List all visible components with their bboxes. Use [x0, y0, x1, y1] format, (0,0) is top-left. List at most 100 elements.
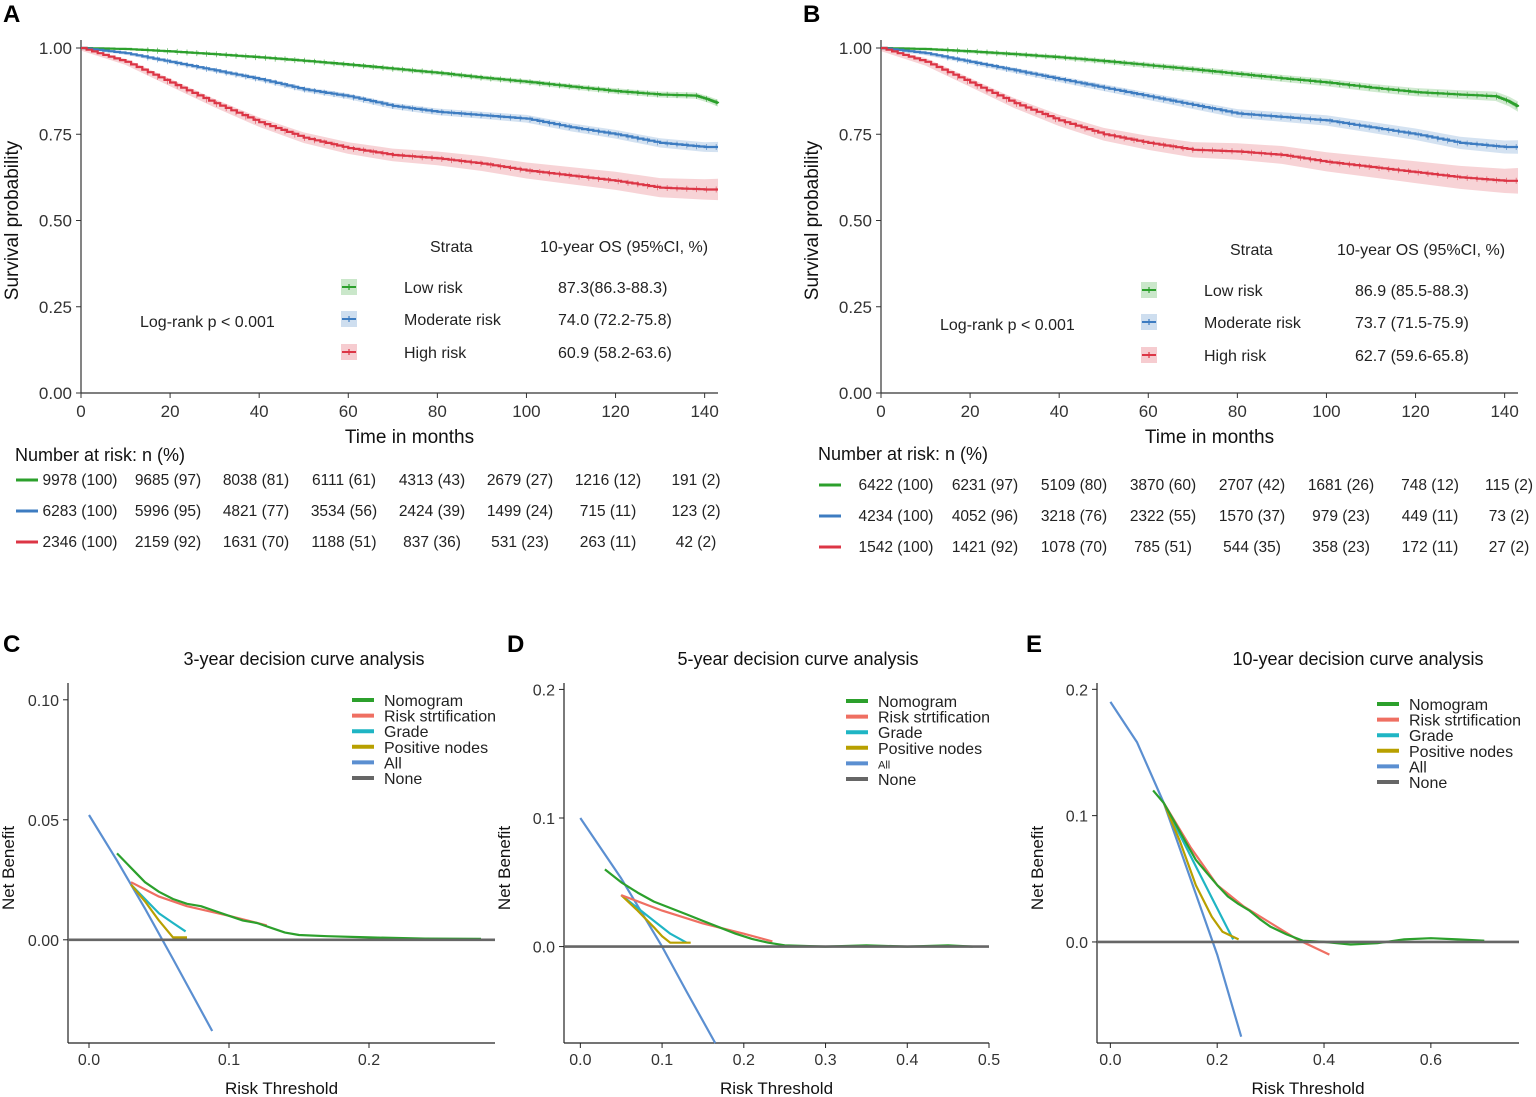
chart-title: 3-year decision curve analysis	[183, 649, 424, 669]
y-tick-label: 1.00	[39, 39, 72, 58]
x-axis-title: Risk Threshold	[1251, 1079, 1364, 1097]
risk-table-cell: 27 (2)	[1489, 539, 1530, 556]
ci-band-high-risk	[881, 48, 1518, 194]
km-curve-moderate-risk	[881, 46, 1518, 149]
x-tick-label: 0.0	[569, 1052, 591, 1069]
risk-table-cell: 1499 (24)	[487, 503, 553, 520]
x-tick-label: 40	[250, 402, 269, 421]
x-tick-label: 60	[339, 402, 358, 421]
risk-table-cell: 1188 (51)	[311, 534, 376, 551]
x-tick-label: 0.5	[978, 1052, 1000, 1069]
x-axis-title: Time in months	[1145, 427, 1274, 448]
chart-title: 5-year decision curve analysis	[677, 649, 918, 669]
y-tick-label: 0.25	[839, 298, 872, 317]
risk-table-cell: 172 (11)	[1402, 539, 1459, 556]
risk-table-cell: 73 (2)	[1489, 508, 1530, 525]
legend-label: Moderate risk	[1204, 315, 1302, 332]
legend-header-os: 10-year OS (95%CI, %)	[1337, 242, 1505, 259]
legend-label: Risk strtification	[384, 709, 496, 726]
km-curve-low-risk	[81, 46, 720, 104]
y-tick-label: 0.00	[28, 933, 59, 950]
x-tick-label: 0.1	[218, 1052, 240, 1069]
logrank-text: Log-rank p < 0.001	[940, 317, 1075, 334]
risk-table-cell: 4313 (43)	[399, 472, 465, 489]
risk-table-cell: 4234 (100)	[859, 508, 934, 525]
km-panel-A: A 0.00 0.25 0.50 0.75 1.00 0 20 40 60 80 100 120 140 T…	[2, 1, 721, 551]
risk-table-cell: 2424 (39)	[399, 503, 465, 520]
y-tick-label: 0.0	[533, 940, 555, 957]
risk-table-cell: 5109 (80)	[1041, 477, 1107, 494]
risk-table-cell: 5996 (95)	[135, 503, 201, 520]
y-tick-label: 0.2	[533, 682, 555, 699]
legend-label: Low risk	[1204, 283, 1264, 300]
legend-label: Nomogram	[1409, 697, 1488, 714]
risk-table-cell: 4052 (96)	[952, 508, 1018, 525]
risk-table-cell: 1216 (12)	[575, 472, 641, 489]
risk-table-cell: 123 (2)	[671, 503, 720, 520]
risk-table-cell: 544 (35)	[1223, 539, 1281, 556]
dca-curve-all	[1109, 701, 1243, 1038]
risk-table-cell: 9978 (100)	[43, 472, 118, 489]
km-panel-B: B 0.00 0.25 0.50 0.75 1.00 0 20 40 60 80 100 120 140 T…	[802, 1, 1533, 556]
risk-table-cell: 9685 (97)	[135, 472, 201, 489]
risk-table-cell: 2159 (92)	[135, 534, 201, 551]
y-axis-title: Net Benefit	[0, 826, 18, 910]
panel-label: E	[1026, 631, 1042, 658]
legend-label: Positive nodes	[1409, 744, 1513, 761]
risk-table-cell: 6283 (100)	[43, 503, 118, 520]
y-tick-label: 0.10	[28, 693, 59, 710]
dca-curve-nomogram	[1152, 789, 1485, 946]
legend-label: Moderate risk	[404, 312, 502, 329]
x-tick-label: 100	[1312, 402, 1340, 421]
risk-table-cell: 837 (36)	[403, 534, 461, 551]
legend-header-os: 10-year OS (95%CI, %)	[540, 239, 708, 256]
legend-label: Positive nodes	[878, 741, 982, 758]
risk-table-cell: 358 (23)	[1312, 539, 1370, 556]
risk-table-cell: 715 (11)	[580, 503, 637, 520]
legend-label: Low risk	[404, 280, 464, 297]
y-tick-label: 0.1	[533, 811, 555, 828]
dca-curve-grade	[620, 894, 688, 944]
x-tick-label: 60	[1139, 402, 1158, 421]
x-tick-label: 120	[601, 402, 629, 421]
dca-curve-all	[579, 817, 717, 1044]
x-tick-label: 0.2	[1206, 1052, 1228, 1069]
legend-label: High risk	[1204, 348, 1267, 365]
x-tick-label: 0.3	[814, 1052, 836, 1069]
legend-os-value: 86.9 (85.5-88.3)	[1355, 283, 1469, 300]
risk-table-cell: 3534 (56)	[311, 503, 377, 520]
risk-table-cell: 6422 (100)	[859, 477, 934, 494]
risk-table-cell: 1542 (100)	[859, 539, 934, 556]
risk-table-cell: 2346 (100)	[43, 534, 118, 551]
legend-label: Grade	[384, 724, 429, 741]
dca-curve-risk-strtification	[620, 894, 773, 943]
x-tick-label: 0.4	[1313, 1052, 1335, 1069]
dca-curve-nomogram	[116, 852, 482, 940]
legend-label: All	[1409, 759, 1427, 776]
risk-table-cell: 8038 (81)	[223, 472, 289, 489]
y-axis-title: Survival probability	[802, 140, 823, 300]
y-tick-label: 0.75	[839, 125, 872, 144]
x-axis-title: Time in months	[345, 427, 474, 448]
legend-os-value: 87.3(86.3-88.3)	[558, 280, 667, 297]
y-tick-label: 0.1	[1066, 809, 1088, 826]
legend-label: All	[384, 755, 402, 772]
risk-table-cell: 6111 (61)	[312, 472, 376, 489]
x-tick-label: 0.2	[358, 1052, 380, 1069]
x-tick-label: 20	[161, 402, 180, 421]
risk-table-cell: 191 (2)	[671, 472, 720, 489]
x-axis-title: Risk Threshold	[225, 1079, 338, 1097]
risk-table-cell: 6231 (97)	[952, 477, 1018, 494]
risk-table-cell: 115 (2)	[1485, 477, 1533, 494]
risk-table-cell: 4821 (77)	[223, 503, 289, 520]
x-tick-label: 100	[512, 402, 540, 421]
x-tick-label: 20	[961, 402, 980, 421]
legend-label: Risk strtification	[878, 710, 990, 727]
risk-table-cell: 449 (11)	[1402, 508, 1459, 525]
panel-label: B	[803, 1, 820, 28]
dca-curve-all	[88, 814, 214, 1032]
x-tick-label: 0.1	[651, 1052, 673, 1069]
y-tick-label: 0.75	[39, 125, 72, 144]
x-tick-label: 0	[76, 402, 85, 421]
